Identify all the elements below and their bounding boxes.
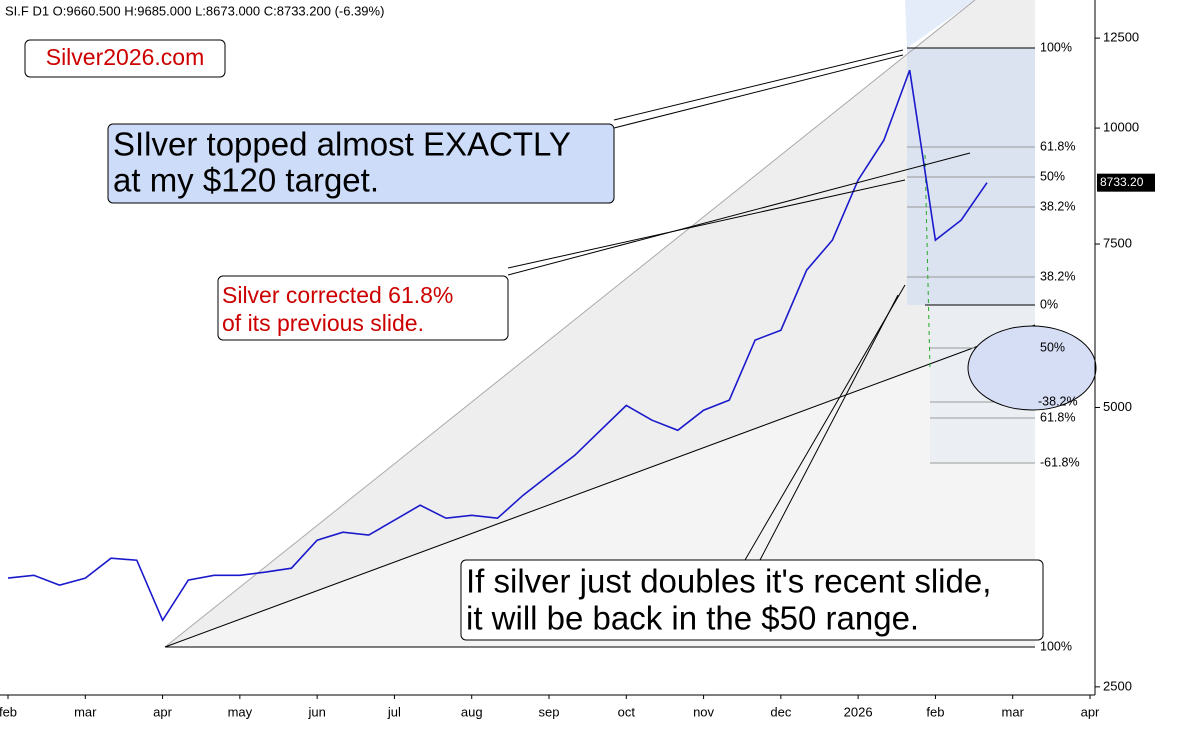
x-tick-label: jul <box>387 704 401 719</box>
x-tick-label: oct <box>618 704 636 719</box>
fib-label: 100% <box>1040 40 1072 54</box>
channel-top <box>905 0 975 48</box>
fan-line <box>164 0 976 648</box>
price-line <box>7 69 988 623</box>
fib-label: 61.8% <box>1040 139 1075 153</box>
fib-label: -61.8% <box>1040 455 1080 469</box>
x-tick-label: dec <box>770 704 791 719</box>
y-tick-label: 10000 <box>1103 120 1139 135</box>
x-tick-label: sep <box>539 704 560 719</box>
callout-line <box>507 179 906 269</box>
price-badge-text: 8733.20 <box>1100 175 1144 189</box>
callout-line <box>613 49 904 121</box>
fib-label: 50% <box>1040 340 1065 354</box>
fib-label: 0% <box>1040 297 1058 311</box>
callout-box <box>107 123 615 204</box>
callout-text: If silver just doubles it's recent slide… <box>466 563 991 600</box>
callout-line <box>759 294 899 561</box>
callout-text: Silver corrected 61.8% <box>222 282 453 308</box>
callout-line <box>613 54 904 129</box>
x-tick-label: aug <box>461 704 483 719</box>
fib-label: 38.2% <box>1040 199 1075 213</box>
callout-text: of its previous slide. <box>222 310 424 336</box>
x-tick-label: 2026 <box>844 704 873 719</box>
y-tick-label: 2500 <box>1103 678 1132 693</box>
fib-label: 50% <box>1040 169 1065 183</box>
callout-box <box>460 559 1044 641</box>
trend-line <box>164 324 1036 648</box>
projection-line <box>924 154 931 371</box>
x-tick-label: apr <box>1081 704 1100 719</box>
x-tick-label: nov <box>693 704 714 719</box>
site-box <box>24 39 226 78</box>
fib-label: -38.2% <box>1038 394 1078 408</box>
callout-box <box>217 275 509 341</box>
x-tick-label: jun <box>307 704 325 719</box>
callout-text: SIlver topped almost EXACTLY <box>113 126 571 163</box>
price-badge <box>1097 173 1155 192</box>
x-tick-label: feb <box>0 704 17 719</box>
fib-label: 38.2% <box>1040 269 1075 283</box>
x-tick-label: apr <box>153 704 172 719</box>
callout-text: at my $120 target. <box>113 162 379 199</box>
fib-lines <box>907 47 1035 464</box>
callout-text: it will be back in the $50 range. <box>466 600 919 637</box>
y-tick-label: 7500 <box>1103 235 1132 250</box>
callout-line <box>507 152 971 276</box>
y-tick-label: 5000 <box>1103 399 1132 414</box>
x-tick-label: mar <box>1002 704 1025 719</box>
fan-area <box>165 0 1035 647</box>
x-tick-label: feb <box>926 704 944 719</box>
site-label: Silver2026.com <box>46 44 205 70</box>
x-tick-label: may <box>228 704 253 719</box>
header: SI.F D1 O:9660.500 H:9685.000 L:8673.000… <box>5 3 384 18</box>
y-tick-label: 12500 <box>1103 30 1139 45</box>
callout-line <box>744 284 906 561</box>
x-tick-label: mar <box>74 704 97 719</box>
marks <box>7 69 988 623</box>
fib-label: 61.8% <box>1040 410 1075 424</box>
target-ellipse <box>967 325 1097 411</box>
notes: Silver2026.com SIlver topped almost EXAC… <box>24 39 1044 641</box>
fib-label: 100% <box>1040 639 1072 653</box>
